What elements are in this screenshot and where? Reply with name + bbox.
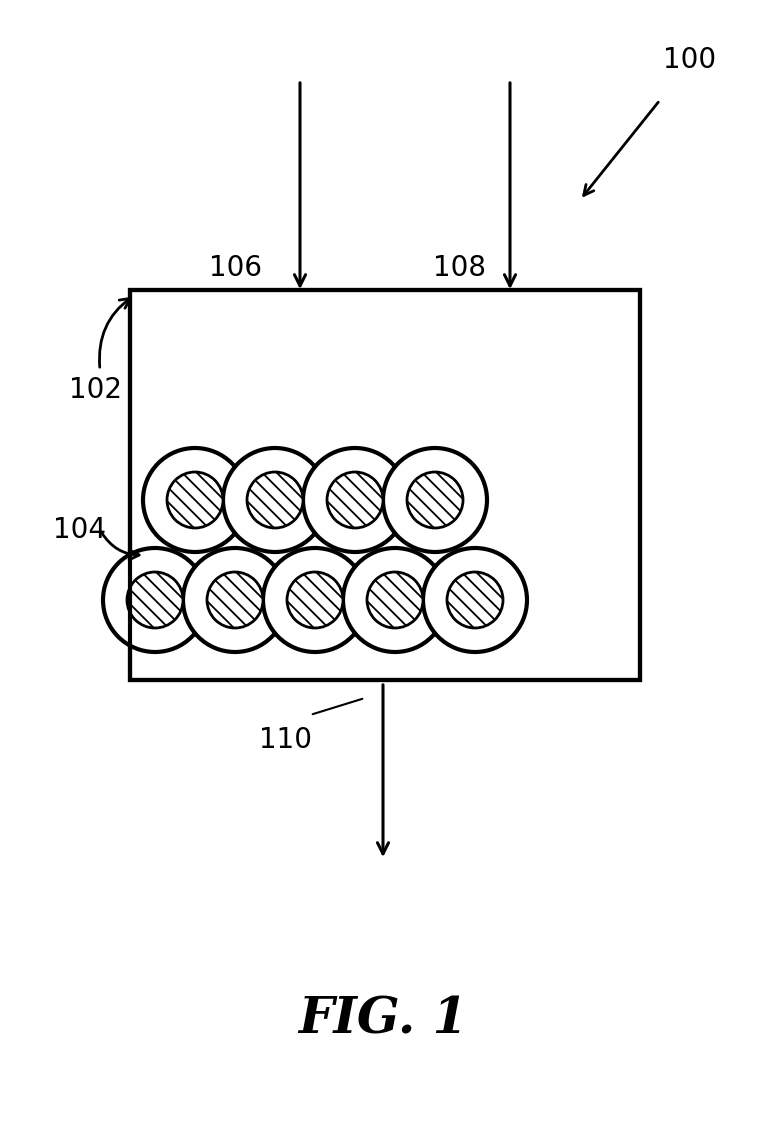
Circle shape	[247, 472, 303, 528]
Circle shape	[343, 548, 447, 652]
Circle shape	[223, 448, 327, 552]
Circle shape	[423, 548, 527, 652]
Circle shape	[207, 572, 263, 627]
Circle shape	[287, 572, 343, 627]
Bar	[130, 290, 640, 680]
Circle shape	[167, 472, 223, 528]
Circle shape	[407, 472, 463, 528]
Circle shape	[103, 548, 207, 652]
Text: 104: 104	[54, 516, 107, 544]
Circle shape	[447, 572, 503, 627]
Text: 102: 102	[68, 376, 121, 404]
Text: 100: 100	[663, 46, 716, 74]
Circle shape	[143, 448, 247, 552]
Text: FIG. 1: FIG. 1	[298, 995, 468, 1044]
Circle shape	[303, 448, 407, 552]
Circle shape	[263, 548, 367, 652]
Text: 106: 106	[209, 254, 262, 282]
Circle shape	[383, 448, 487, 552]
Circle shape	[367, 572, 423, 627]
Text: 108: 108	[433, 254, 486, 282]
Bar	[130, 290, 640, 680]
Circle shape	[183, 548, 287, 652]
Circle shape	[127, 572, 183, 627]
Circle shape	[327, 472, 383, 528]
Text: 110: 110	[258, 726, 311, 755]
